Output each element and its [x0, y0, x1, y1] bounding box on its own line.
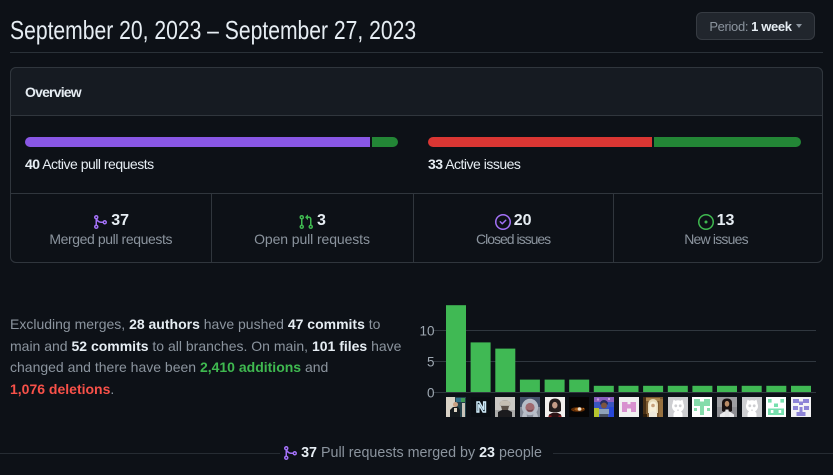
svg-text:N: N — [476, 400, 486, 416]
svg-text:5: 5 — [427, 355, 435, 370]
svg-text:10: 10 — [419, 324, 434, 339]
svg-text:0: 0 — [427, 386, 435, 401]
